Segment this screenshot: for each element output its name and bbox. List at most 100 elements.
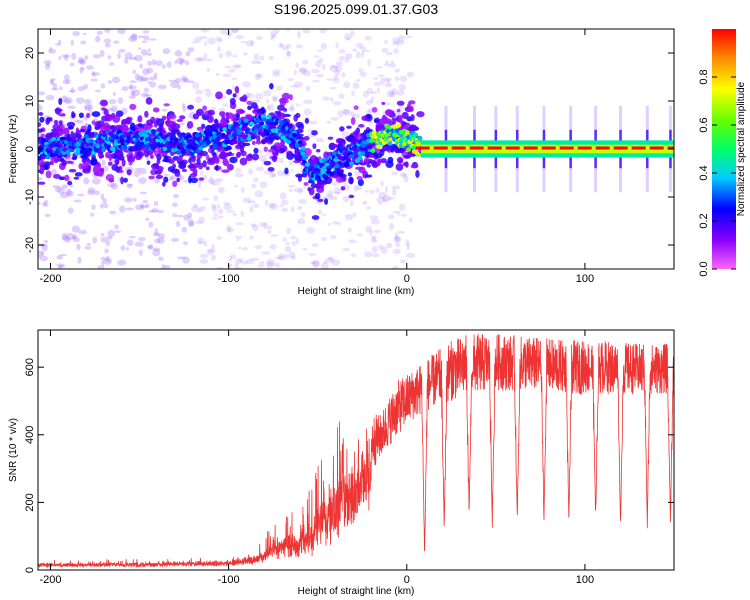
- spectrogram-ridge-blob: [287, 123, 293, 129]
- spectrogram-noise-blob: [83, 177, 90, 185]
- spectrogram-noise-blob: [130, 33, 138, 41]
- spectrogram-noise-blob: [400, 259, 406, 264]
- spectrogram-ridge-blob: [249, 121, 255, 126]
- spectrogram-noise-blob: [342, 108, 349, 115]
- spectrogram-noise-blob: [134, 73, 140, 81]
- spectrogram-noise-blob: [100, 233, 105, 237]
- spectrogram-noise-blob: [182, 256, 190, 264]
- spectrogram-noise-blob: [303, 99, 313, 105]
- spectrogram-ridge-blob: [292, 132, 298, 138]
- spectrogram-noise-blob: [72, 236, 77, 240]
- spectrogram-noise-blob: [185, 60, 190, 66]
- spectrogram-noise-blob: [355, 78, 361, 83]
- spectrogram-noise-blob: [64, 74, 70, 81]
- spectrogram-noise-blob: [284, 245, 292, 253]
- spectrogram-noise-blob: [58, 55, 62, 60]
- spectrogram-noise-blob: [200, 36, 208, 40]
- spectrogram-band-blob: [115, 166, 120, 173]
- spectrogram-noise-blob: [291, 240, 296, 247]
- spectrogram-noise-blob: [234, 184, 238, 188]
- spectrogram-noise-blob: [125, 207, 134, 211]
- spectrogram-noise-blob: [269, 171, 276, 179]
- spectrogram-band-blob: [215, 164, 219, 171]
- spectrogram-noise-blob: [242, 247, 248, 251]
- spectrogram-noise-blob: [369, 215, 379, 220]
- spectrogram-band-blob: [353, 105, 359, 110]
- colorbar-tick-label: 0.2: [698, 213, 710, 228]
- spectrogram-noise-blob: [102, 198, 107, 205]
- spectrogram-noise-blob: [250, 223, 256, 228]
- spectrogram-band-blob: [168, 159, 175, 164]
- spectrogram-ridge-blob: [243, 118, 249, 123]
- spectrogram-noise-blob: [99, 49, 105, 58]
- spectrogram-noise-blob: [342, 109, 352, 116]
- spectrogram-noise-blob: [128, 56, 138, 61]
- spectrogram-noise-blob: [41, 202, 47, 207]
- spectrogram-noise-blob: [352, 211, 357, 218]
- spectrogram-noise-blob: [378, 191, 388, 199]
- spectrogram-noise-blob: [59, 253, 67, 257]
- spectrogram-noise-blob: [131, 89, 141, 97]
- spectrogram-noise-blob: [311, 260, 320, 268]
- spectrogram-band-blob: [303, 136, 310, 141]
- spectrogram-noise-blob: [288, 251, 296, 258]
- spectrogram-noise-blob: [392, 41, 400, 46]
- spectrogram-noise-blob: [360, 51, 365, 58]
- spectrogram-noise-blob: [252, 177, 259, 183]
- spectrogram-noise-blob: [392, 248, 401, 254]
- spectrogram-noise-blob: [373, 239, 378, 243]
- spectrogram-noise-blob: [51, 78, 56, 81]
- spectrogram-noise-blob: [359, 46, 367, 51]
- spectrogram-noise-blob: [199, 205, 206, 212]
- spectrogram-noise-blob: [62, 79, 69, 85]
- spectrogram-noise-blob: [141, 203, 145, 210]
- spectrogram-noise-blob: [298, 68, 307, 73]
- spectrogram-noise-blob: [327, 190, 334, 198]
- spectrogram-band-blob: [224, 145, 232, 151]
- spectrogram-noise-blob: [235, 235, 243, 239]
- spectrogram-noise-blob: [286, 227, 292, 234]
- spectrogram-noise-blob: [342, 195, 350, 203]
- spectrogram-ytick-label: -10: [24, 189, 36, 205]
- spectrogram-band-blob: [396, 148, 404, 154]
- spectrogram-noise-blob: [365, 99, 373, 106]
- spectrogram-band-blob: [58, 97, 63, 106]
- spectrogram-ridge-blob: [149, 138, 155, 143]
- spectrogram-band-blob: [379, 148, 386, 153]
- spectrogram-noise-blob: [295, 103, 301, 107]
- spectrogram-band-blob: [381, 101, 386, 106]
- snr-xtick-label: 0: [404, 574, 410, 586]
- spectrogram-noise-blob: [154, 177, 160, 184]
- spectrogram-band-blob: [65, 160, 74, 164]
- spectrogram-band-blob: [171, 163, 177, 169]
- spectrogram-band-blob: [137, 115, 143, 123]
- spectrogram-noise-blob: [103, 38, 112, 44]
- spectrogram-band-blob: [211, 155, 220, 164]
- spectrogram-noise-blob: [139, 204, 144, 208]
- spectrogram-noise-blob: [399, 75, 408, 83]
- spectrogram-noise-blob: [124, 197, 133, 203]
- spectrogram-noise-blob: [105, 239, 110, 247]
- spectrogram-band-blob: [226, 163, 234, 171]
- spectrogram-noise-blob: [187, 212, 193, 219]
- spectrogram-band-blob: [396, 156, 404, 164]
- spectrogram-ridge-blob: [136, 146, 142, 151]
- spectrogram-noise-blob: [234, 263, 239, 268]
- spectrogram-ridge-blob: [222, 127, 228, 132]
- spectrogram-ridge-blob: [86, 151, 92, 156]
- spectrogram-band-blob: [59, 157, 65, 163]
- spectrogram-band-blob: [85, 112, 91, 119]
- spectrogram-noise-blob: [378, 202, 382, 206]
- spectrogram-noise-blob: [266, 151, 274, 157]
- spectrogram-noise-blob: [138, 249, 143, 256]
- spectrogram-band-blob: [398, 115, 403, 123]
- spectrogram-ridge-blob: [331, 151, 337, 156]
- spectrogram-noise-blob: [69, 184, 74, 188]
- spectrogram-noise-blob: [50, 87, 59, 91]
- spectrogram-noise-blob: [157, 84, 167, 90]
- spectrogram-noise-blob: [338, 55, 346, 61]
- spectrogram-noise-blob: [317, 49, 324, 52]
- spectrogram-noise-blob: [148, 210, 157, 213]
- spectrogram-noise-blob: [57, 265, 63, 269]
- spectrogram-band-blob: [191, 154, 196, 163]
